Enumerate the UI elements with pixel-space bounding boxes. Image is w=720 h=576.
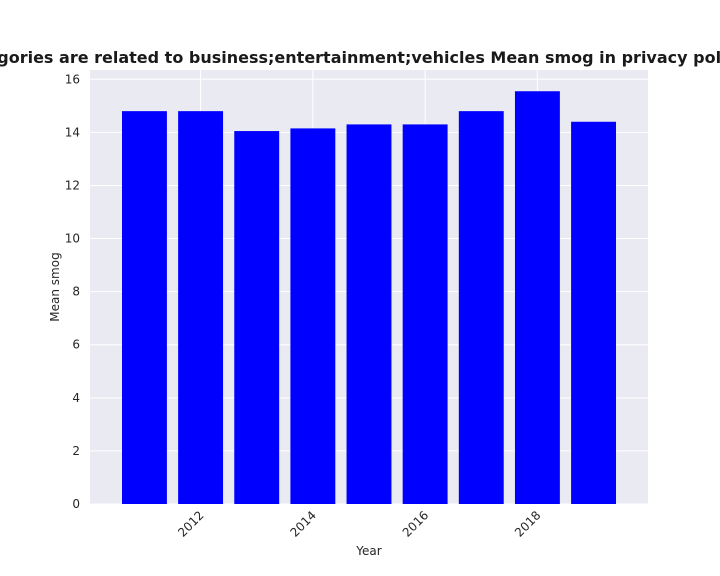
bar-2015 (346, 124, 392, 505)
x-tick-label: 2016 (400, 508, 431, 539)
x-tick-label: 2014 (287, 508, 318, 539)
chart-title: en categories are related to business;en… (0, 48, 720, 67)
y-axis-label: Mean smog (48, 252, 62, 321)
x-axis-label: Year (355, 544, 381, 558)
x-tick-label: 2018 (512, 508, 543, 539)
bar-2017 (458, 111, 504, 504)
y-tick-label: 6 (72, 338, 80, 352)
y-tick-label: 10 (65, 232, 80, 246)
bar-2014 (290, 128, 336, 504)
bar-2016 (402, 124, 448, 505)
bar-2018 (514, 91, 560, 504)
y-tick-label: 0 (72, 497, 80, 511)
y-tick-label: 2 (72, 444, 80, 458)
y-tick-label: 4 (72, 391, 80, 405)
bar-2019 (571, 121, 617, 504)
bar-2013 (234, 131, 280, 504)
y-tick-label: 8 (72, 285, 80, 299)
bar-series (121, 91, 617, 505)
y-tick-label: 12 (65, 178, 80, 192)
x-axis-ticks: 2012 2014 2016 2018 (175, 508, 543, 539)
y-tick-label: 16 (65, 72, 80, 86)
bar-2012 (178, 111, 224, 504)
y-axis-ticks: 0 2 4 6 8 10 12 14 16 (65, 72, 80, 511)
x-tick-label: 2012 (175, 508, 206, 539)
y-tick-label: 14 (65, 125, 80, 139)
bar-2011 (121, 111, 167, 504)
